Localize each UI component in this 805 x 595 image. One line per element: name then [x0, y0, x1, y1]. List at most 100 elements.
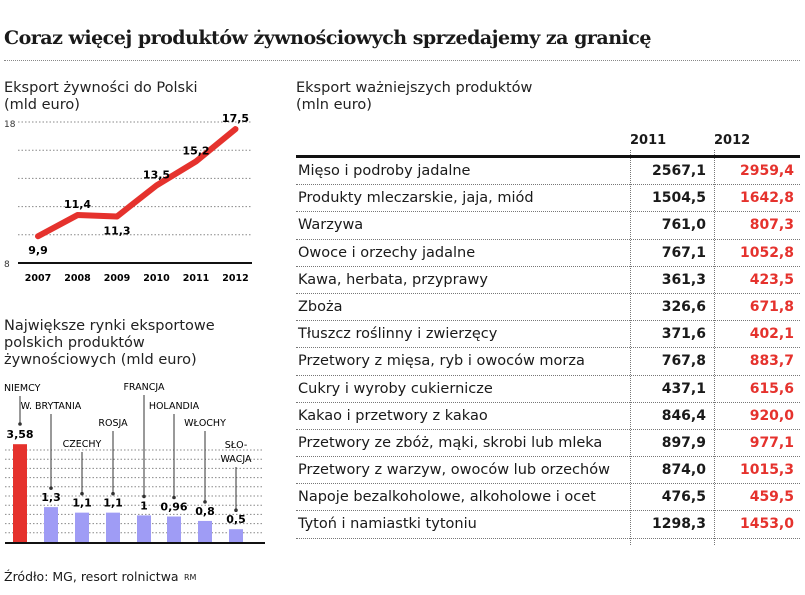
product-label: Owoce i orzechy jadalne: [298, 244, 476, 261]
product-label: Cukry i wyroby cukiernicze: [298, 380, 493, 397]
value-2011: 761,0: [661, 217, 706, 234]
country-label: FRANCJA: [123, 382, 165, 393]
product-label: Kawa, herbata, przyprawy: [298, 271, 488, 288]
data-label: 15,2: [182, 144, 209, 157]
data-label: 11,3: [103, 224, 130, 237]
value-2011: 437,1: [661, 380, 706, 397]
country-label: SŁO-: [225, 440, 248, 451]
data-label: 9,9: [28, 244, 48, 257]
x-tick-label: 2008: [64, 273, 91, 284]
bar-chart-title: Największe rynki eksportowe polskich pro…: [4, 318, 215, 369]
infographic-title: Coraz więcej produktów żywnościowych spr…: [4, 27, 651, 49]
value-2012: 920,0: [749, 407, 794, 424]
x-tick-label: 2012: [222, 273, 248, 284]
value-2012: 459,5: [749, 489, 794, 506]
source-note: Źródło: MG, resort rolnictwa: [4, 569, 179, 584]
table-row: Produkty mleczarskie, jaja, miód 1504,5 …: [296, 185, 800, 213]
table-row: Kawa, herbata, przyprawy 361,3 423,5: [296, 267, 800, 294]
value-2011: 361,3: [661, 271, 706, 288]
leader-dot: [18, 422, 22, 426]
bar-chart-title-line2: polskich produktów: [4, 335, 145, 351]
export-table: 2011 2012 Mięso i podroby jadalne 2567,1…: [296, 130, 800, 539]
x-tick-label: 2007: [25, 273, 51, 284]
column-header-2011: 2011: [630, 133, 667, 148]
leader-dot: [142, 494, 146, 499]
table-row: Kakao i przetwory z kakao 846,4 920,0: [296, 403, 800, 430]
data-label: 17,5: [222, 112, 249, 125]
value-2011: 897,9: [661, 434, 706, 451]
product-label: Przetwory z warzyw, owoców lub orzechów: [298, 462, 610, 479]
value-2012: 1642,8: [739, 190, 794, 207]
y-tick-label: 8: [4, 260, 10, 270]
value-2011: 326,6: [661, 298, 706, 315]
line-chart-title-line1: Eksport żywności do Polski: [4, 80, 198, 96]
y-tick-label: 18: [4, 120, 16, 130]
bar-sło-wacja: [229, 529, 243, 543]
value-2012: 423,5: [749, 271, 794, 288]
value-2012: 402,1: [749, 326, 794, 343]
bar-value-label: 1,1: [72, 497, 92, 510]
country-label: WŁOCHY: [184, 418, 226, 429]
value-2012: 883,7: [749, 353, 794, 370]
bar-chart-title-line3: żywnościowych (mld euro): [4, 352, 197, 368]
value-2012: 671,8: [749, 298, 794, 315]
table-row: Mięso i podroby jadalne 2567,1 2959,4: [296, 158, 800, 186]
leader-dot: [111, 491, 115, 496]
value-2011: 767,1: [661, 244, 706, 261]
value-2011: 874,0: [661, 462, 706, 479]
table-row: Warzywa 761,0 807,3: [296, 212, 800, 240]
value-2011: 1298,3: [651, 516, 706, 533]
x-tick-label: 2010: [143, 273, 170, 284]
value-2012: 1052,8: [739, 244, 794, 261]
value-2011: 1504,5: [651, 190, 706, 207]
table-row: Cukry i wyroby cukiernicze 437,1 615,6: [296, 376, 800, 403]
bar-value-label: 1: [140, 499, 148, 512]
value-2011: 476,5: [661, 489, 706, 506]
left-charts: 1889,9200711,4200811,3200913,5201015,220…: [4, 112, 265, 544]
bar-value-label: 0,96: [160, 501, 187, 514]
table-title: Eksport ważniejszych produktów (mln euro…: [296, 80, 532, 114]
bar-value-label: 3,58: [6, 428, 33, 441]
column-header-2012: 2012: [714, 133, 751, 148]
table-row: Przetwory z mięsa, ryb i owoców morza 76…: [296, 348, 800, 376]
author-initials: RM: [184, 573, 197, 582]
value-2011: 767,8: [661, 353, 706, 370]
bar-włochy: [198, 520, 212, 543]
product-label: Tłuszcz roślinny i zwierzęcy: [298, 326, 498, 343]
bar-value-label: 1,3: [41, 491, 61, 504]
bar-czechy: [75, 512, 89, 543]
table-header: 2011 2012: [296, 130, 800, 158]
x-tick-label: 2009: [104, 273, 130, 284]
value-2012: 2959,4: [739, 163, 794, 179]
bar-value-label: 0,5: [226, 513, 246, 526]
export-line: [35, 126, 239, 240]
product-label: Przetwory z mięsa, ryb i owoców morza: [298, 353, 585, 370]
country-label: CZECHY: [63, 439, 102, 450]
bar-holandia: [167, 516, 181, 543]
bar-rosja: [106, 512, 120, 543]
product-label: Zboża: [298, 298, 343, 315]
x-tick-label: 2011: [183, 273, 209, 284]
product-label: Napoje bezalkoholowe, alkoholowe i ocet: [298, 489, 596, 506]
leader-dot: [172, 495, 176, 500]
bar-value-label: 0,8: [195, 505, 215, 518]
title-divider: [4, 60, 800, 61]
table-title-line2: (mln euro): [296, 97, 372, 113]
leader-dot: [49, 486, 53, 490]
line-chart-title-line2: (mld euro): [4, 97, 80, 113]
leader-dot: [80, 491, 84, 496]
value-2012: 1015,3: [739, 462, 794, 479]
table-row: Tytoń i namiastki tytoniu 1298,3 1453,0: [296, 511, 800, 539]
bar-niemcy: [13, 444, 27, 543]
table-row: Napoje bezalkoholowe, alkoholowe i ocet …: [296, 484, 800, 512]
product-label: Przetwory ze zbóż, mąki, skrobi lub mlek…: [298, 434, 603, 451]
value-2011: 2567,1: [651, 163, 706, 179]
bar-francja: [137, 515, 151, 543]
data-label: 11,4: [64, 198, 91, 211]
country-label: ROSJA: [98, 418, 128, 429]
value-2012: 977,1: [749, 434, 794, 451]
table-row: Zboża 326,6 671,8: [296, 294, 800, 322]
value-2012: 615,6: [749, 380, 794, 397]
line-chart-title: Eksport żywności do Polski (mld euro): [4, 80, 198, 114]
bar-chart-title-line1: Największe rynki eksportowe: [4, 318, 215, 334]
